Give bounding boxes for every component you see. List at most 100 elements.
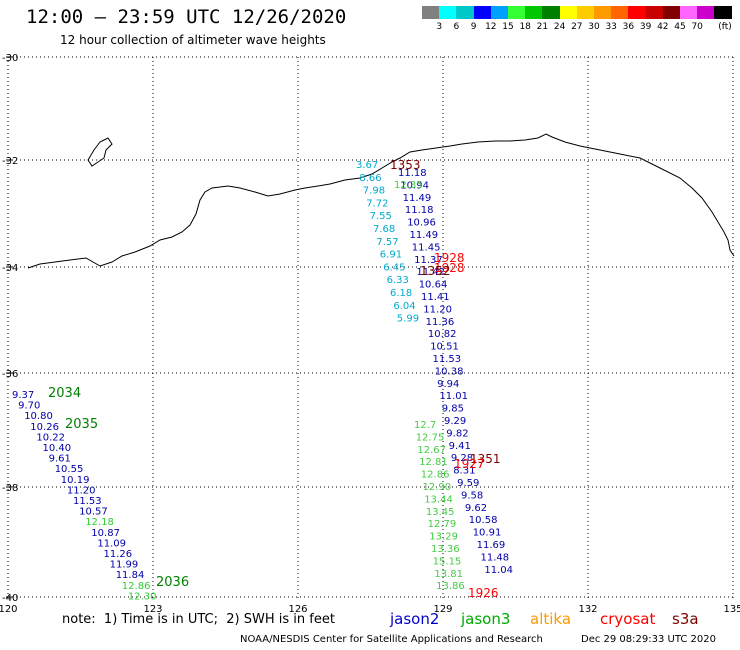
scale-swatch [662,6,680,19]
track-time-label: 1927 [454,457,485,471]
wave-height-value: 11.01 [439,391,468,402]
scale-swatch [473,6,491,19]
wave-height-value: 10.58 [469,515,498,526]
wave-height-value: 11.42 [416,267,445,278]
wave-height-value: 3.67 [356,160,378,171]
main-track: 11.1810.9411.4911.1810.9611.4911.4511.37… [356,160,513,592]
longitude-label: 123 [143,604,162,615]
wave-height-value: 8.66 [359,173,381,184]
wave-height-value: 10.82 [428,329,457,340]
wave-height-value: 7.57 [376,237,398,248]
wave-height-value: 9.29 [444,416,466,427]
wave-height-value: 12.75 [416,432,445,443]
scale-tick-label: 6 [453,22,460,32]
scale-tick-label: 12 [485,22,497,32]
scale-tick-label: 27 [571,22,583,32]
wave-height-value: 11.49 [403,193,432,204]
longitude-label: 126 [288,604,307,615]
scale-tick-label: 30 [588,22,600,32]
latitude-label: -38 [2,483,18,494]
wave-height-value: 12.81 [419,457,448,468]
latitude-label: -36 [2,369,18,380]
wave-height-value: 11.26 [104,549,133,560]
scale-tick-label: 24 [553,22,566,32]
wave-height-value: 13.36 [431,544,460,555]
wave-height-value: 9.94 [437,379,459,390]
wave-height-value: 11.45 [412,242,441,253]
wave-height-value: 9.70 [18,401,40,412]
scale-tick-label: 9 [470,22,477,32]
wave-height-value: 9.61 [49,454,71,465]
longitude-label: 132 [578,604,597,615]
scale-tick-label: 3 [436,22,443,32]
wave-height-value: 11.04 [484,565,513,576]
wave-height-value: 11.18 [398,168,427,179]
wave-height-value: 9.37 [12,390,34,401]
scale-swatch [542,6,560,19]
wave-height-value: 12.86 [122,581,151,592]
scale-swatch [422,6,440,19]
wave-height-value: 11.69 [477,540,506,551]
scale-swatch [559,6,577,19]
wave-height-value: 6.18 [390,288,412,299]
island-path [87,137,113,167]
wave-height-value: 13.44 [424,494,453,505]
wave-height-value: 6.91 [380,250,402,261]
scale-swatch [714,6,732,19]
scale-tick-label: 33 [605,22,617,32]
scale-swatch [576,6,594,19]
credit-line: NOAA/NESDIS Center for Satellite Applica… [240,634,543,645]
scale-swatch [697,6,715,19]
track-time-label: 1351 [470,452,501,466]
map-grid: 120 123 126 129 132 135 -30 -32 -34 -36 -38 -40 [0,53,740,615]
wave-height-value: 11.09 [97,538,126,549]
longitude-label: 120 [0,604,18,615]
wave-height-value: 10.51 [430,342,459,353]
wave-height-value: 7.68 [373,224,395,235]
scale-tick-label: 70 [691,22,703,32]
track-time-label: 2034 [48,386,81,401]
wave-height-value: 10.22 [36,432,65,443]
wave-height-value: 9.59 [457,478,479,489]
wave-height-value: 12.86 [421,470,450,481]
wave-height-value: 12.79 [428,519,457,530]
longitude-label: 129 [433,604,452,615]
wave-height-value: 11.99 [110,560,139,571]
wave-height-value: 7.72 [366,198,388,209]
wave-height-value: 11.53 [433,354,462,365]
latitude-label: -30 [2,53,18,64]
wave-height-value: 10.38 [435,366,464,377]
track-time-label: 2035 [65,417,98,432]
latitude-label: -34 [2,263,18,274]
wave-height-value: 15.15 [433,556,462,567]
scale-tick-label: 21 [536,22,549,32]
wave-height-value: 11.41 [421,292,450,303]
scale-tick-label: 18 [519,22,531,32]
scale-unit: (ft) [718,22,732,32]
page-title: 12:00 — 23:59 UTC 12/26/2020 [26,6,347,28]
scale-swatch [490,6,508,19]
scale-swatch [508,6,526,19]
wave-height-value: 11.18 [405,205,434,216]
scale-tick-label: 15 [502,22,514,32]
wave-height-value: 10.26 [30,422,59,433]
legend-jason3: jason3 [461,610,511,628]
legend-altika: altika [530,610,572,628]
latitude-label: -40 [2,593,18,604]
wave-height-value: 11.20 [67,485,96,496]
scale-tick-label: 39 [639,22,652,32]
wave-height-value: 10.40 [43,443,72,454]
wave-height-value: 11.84 [116,570,145,581]
track-time-label: 2036 [156,575,189,590]
wave-height-value: 13.45 [426,507,455,518]
latitude-label: -32 [2,156,18,167]
wave-height-value: 11.53 [73,496,102,507]
wave-height-value: 11.20 [423,304,452,315]
scale-swatch [645,6,663,19]
wave-height-value: 9.41 [449,441,471,452]
wave-height-value: 10.91 [473,528,502,539]
wave-height-value: 10.96 [407,218,436,229]
legend-jason2: jason2 [390,610,440,628]
footer-note: note: 1) Time is in UTC; 2) SWH is in fe… [62,612,335,627]
